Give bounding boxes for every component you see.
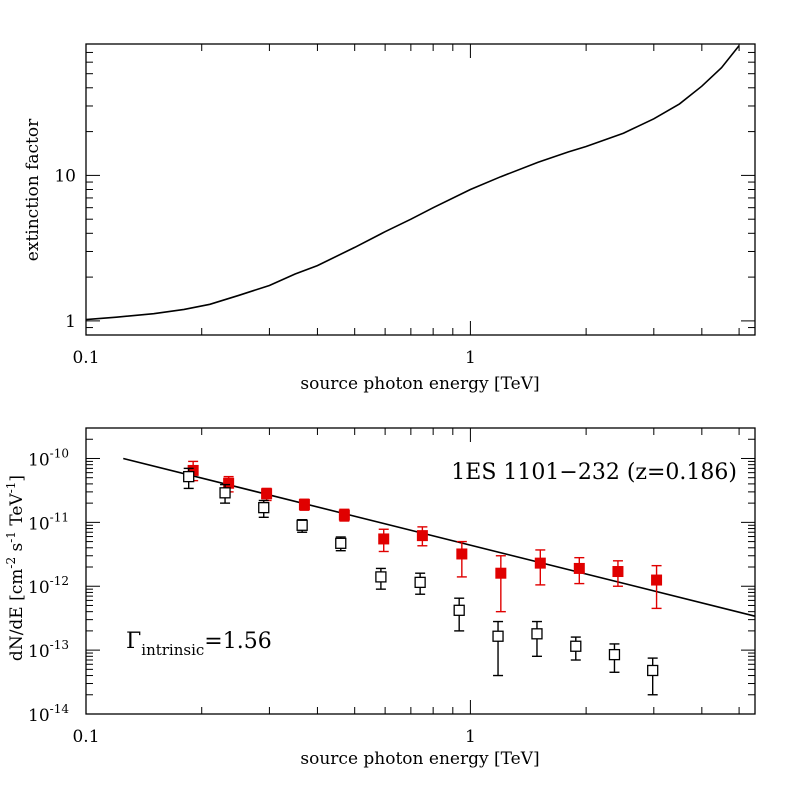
filled-square-marker: [456, 548, 468, 560]
open-square-marker: [647, 664, 659, 677]
deabsorbed-point: [219, 483, 231, 504]
observed-point: [378, 528, 390, 553]
open-square-marker: [531, 628, 543, 640]
extinction-curve: [85, 45, 740, 321]
open-square-marker: [453, 604, 465, 616]
open-square-marker: [608, 648, 621, 661]
x-tick-label: 0.1: [72, 727, 99, 747]
open-square-marker: [492, 630, 504, 642]
gamma-symbol: Γ: [126, 629, 141, 654]
extinction-panel: 0.1 1 110 source photon energy [TeV] exti…: [23, 43, 756, 394]
open-square-marker: [375, 571, 387, 583]
open-square-marker: [258, 501, 270, 514]
y-tick-exponent: -14: [50, 702, 70, 716]
top-plot-frame: [85, 43, 756, 336]
top-y-axis-label: extinction factor: [23, 118, 43, 261]
filled-square-marker: [338, 509, 350, 521]
deabsorbed-point: [414, 572, 426, 595]
observed-point: [456, 540, 468, 578]
filled-square-marker: [495, 567, 507, 579]
ylabel-sup3: -1: [4, 482, 18, 494]
observed-point: [416, 526, 428, 547]
top-series: [85, 45, 740, 321]
filled-square-marker: [651, 574, 663, 586]
top-y-tick-labels: 1 10: [54, 166, 76, 332]
ylabel-mid: s: [7, 543, 27, 557]
observed-point: [298, 498, 310, 511]
y-tick-base: 10: [28, 514, 50, 534]
filled-square-marker: [261, 488, 273, 500]
y-tick-exponent: -11: [50, 510, 69, 524]
y-tick-label: 10-10: [28, 446, 69, 470]
x-tick-label: 1: [465, 727, 476, 747]
deabsorbed-point: [531, 620, 543, 658]
filled-square-marker: [378, 533, 390, 545]
y-tick-label: 1: [65, 312, 76, 332]
bottom-series: [183, 460, 663, 696]
y-tick-exponent: -13: [50, 638, 69, 652]
y-tick-base: 10: [28, 642, 50, 662]
ylabel-end: ]: [7, 475, 27, 482]
filled-square-marker: [573, 562, 585, 574]
open-square-marker: [570, 640, 582, 652]
deabsorbed-point: [608, 643, 621, 673]
ylabel-mid2: TeV: [7, 493, 27, 531]
top-x-axis-label: source photon energy [TeV]: [300, 374, 539, 394]
y-tick-label: 10-11: [28, 510, 69, 534]
bottom-x-tick-labels: 0.1 1: [72, 727, 475, 747]
open-square-marker: [414, 576, 426, 589]
top-x-tick-labels: 0.1 1: [72, 348, 475, 368]
deabsorbed-point: [183, 467, 195, 490]
bottom-x-axis-label: source photon energy [TeV]: [300, 749, 539, 769]
gamma-subscript: intrinsic: [141, 641, 204, 659]
filled-square-marker: [298, 499, 310, 511]
filled-square-marker: [416, 530, 428, 542]
top-ticks: [85, 43, 755, 336]
observed-point: [338, 508, 350, 522]
deabsorbed-point: [258, 499, 270, 519]
observed-point: [612, 560, 624, 587]
ylabel-sup2: -1: [4, 531, 18, 543]
bottom-plot-frame: [85, 427, 756, 715]
bottom-y-axis-label: dN/dE [cm-2 s-1 TeV-1]: [4, 475, 27, 661]
y-tick-exponent: -12: [50, 574, 69, 588]
observed-point: [261, 487, 273, 502]
gamma-value: =1.56: [204, 629, 271, 654]
deabsorbed-point: [647, 657, 659, 696]
deabsorbed-point: [296, 519, 308, 533]
y-tick-base: 10: [28, 450, 50, 470]
deabsorbed-point: [570, 636, 582, 661]
observed-point: [495, 555, 507, 613]
deabsorbed-point: [453, 597, 465, 632]
open-square-marker: [335, 537, 347, 549]
y-tick-exponent: -10: [50, 446, 69, 460]
open-square-marker: [296, 519, 308, 531]
y-tick-label: 10: [54, 166, 76, 186]
y-tick-label: 10-14: [28, 702, 69, 726]
y-tick-base: 10: [28, 706, 50, 726]
filled-square-marker: [612, 566, 624, 578]
open-square-marker: [183, 470, 195, 483]
filled-square-marker: [534, 557, 546, 569]
gamma-annotation: Γintrinsic=1.56: [126, 629, 272, 659]
deabsorbed-point: [492, 620, 504, 677]
observed-point: [651, 564, 663, 610]
observed-point: [534, 549, 546, 586]
y-tick-base: 10: [28, 578, 50, 598]
y-tick-label: 10-13: [28, 638, 69, 662]
source-annotation: 1ES 1101−232 (z=0.186): [451, 460, 737, 485]
ylabel-sup1: -2: [4, 557, 18, 569]
x-tick-label: 0.1: [72, 348, 99, 368]
open-square-marker: [219, 487, 231, 499]
x-tick-label: 1: [465, 348, 476, 368]
deabsorbed-point: [375, 567, 387, 590]
bottom-ticks: [85, 427, 755, 715]
ylabel-main: dN/dE [cm: [7, 569, 27, 661]
y-tick-label: 10-12: [28, 574, 69, 598]
deabsorbed-point: [335, 536, 347, 552]
observed-point: [573, 556, 585, 585]
